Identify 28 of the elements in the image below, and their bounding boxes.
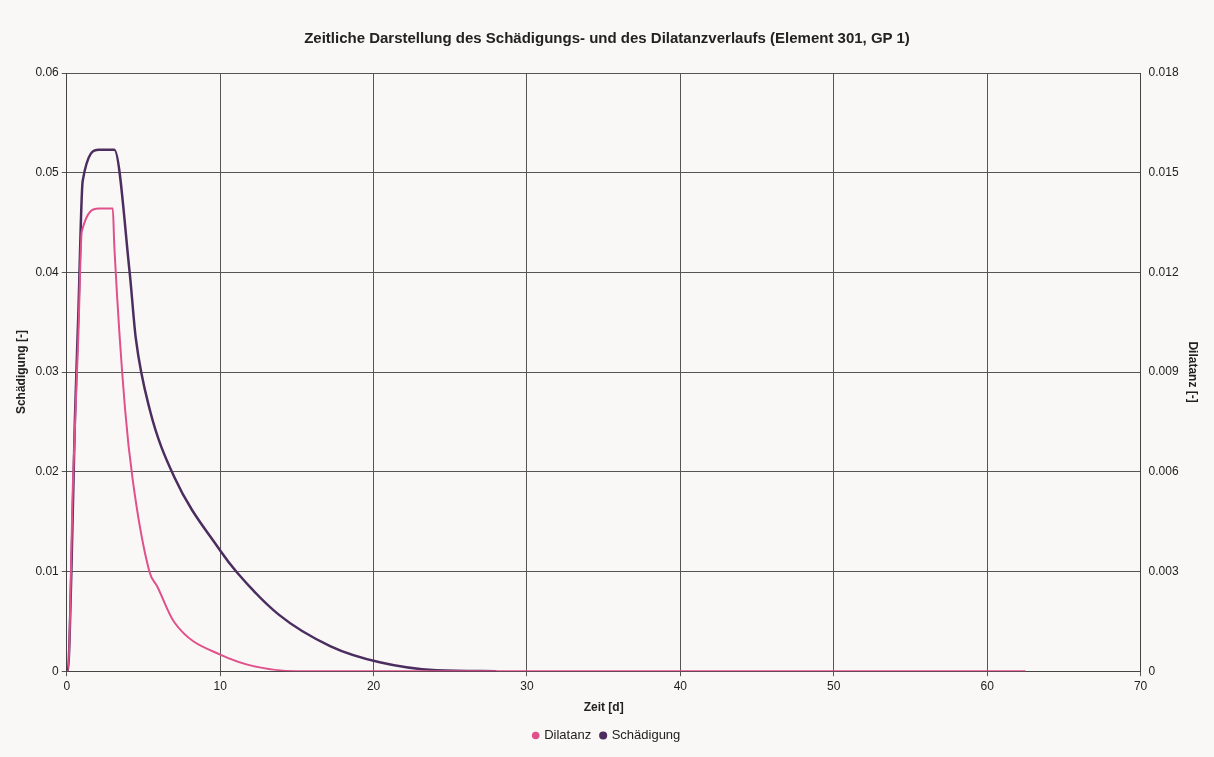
legend-label: Dilatanz <box>544 727 592 743</box>
y2-tick-label: 0.012 <box>1148 264 1179 279</box>
y-tick-label: 0.04 <box>35 264 60 279</box>
y-tick-label: 0.03 <box>35 364 60 379</box>
x-tick-label: 10 <box>213 678 228 693</box>
y-axis-title: Schädigung [-] <box>13 330 28 415</box>
y2-tick-label: 0.006 <box>1148 464 1179 479</box>
x-tick-label: 50 <box>827 678 841 693</box>
x-tick-label: 70 <box>1133 678 1148 693</box>
y-tick-label: 0.02 <box>35 464 60 479</box>
x-tick-label: 30 <box>520 678 534 693</box>
y2-tick-label: 0.009 <box>1148 364 1179 379</box>
x-tick-label: 0 <box>63 678 71 693</box>
x-tick-label: 40 <box>673 678 688 693</box>
x-tick-label: 20 <box>366 678 381 693</box>
x-axis-title: Zeit [d] <box>583 700 624 715</box>
y-tick-label: 0.05 <box>35 165 60 180</box>
y2-tick-label: 0.003 <box>1148 563 1179 578</box>
y-tick-label: 0.06 <box>35 65 60 80</box>
legend-label: Schädigung <box>611 727 681 743</box>
y2-tick-label: 0.018 <box>1148 65 1179 80</box>
y2-axis-title: Dilatanz [-] <box>1186 341 1201 403</box>
chart-title: Zeitliche Darstellung des Schädigungs- und des Dilatanzverlaufs (Element 301, GP 1) <box>304 29 910 47</box>
y-tick-label: 0.01 <box>35 563 60 578</box>
y2-tick-label: 0.015 <box>1148 165 1179 180</box>
y2-tick-label: 0 <box>1148 663 1156 678</box>
x-tick-label: 60 <box>980 678 995 693</box>
y-tick-label: 0 <box>52 663 60 678</box>
